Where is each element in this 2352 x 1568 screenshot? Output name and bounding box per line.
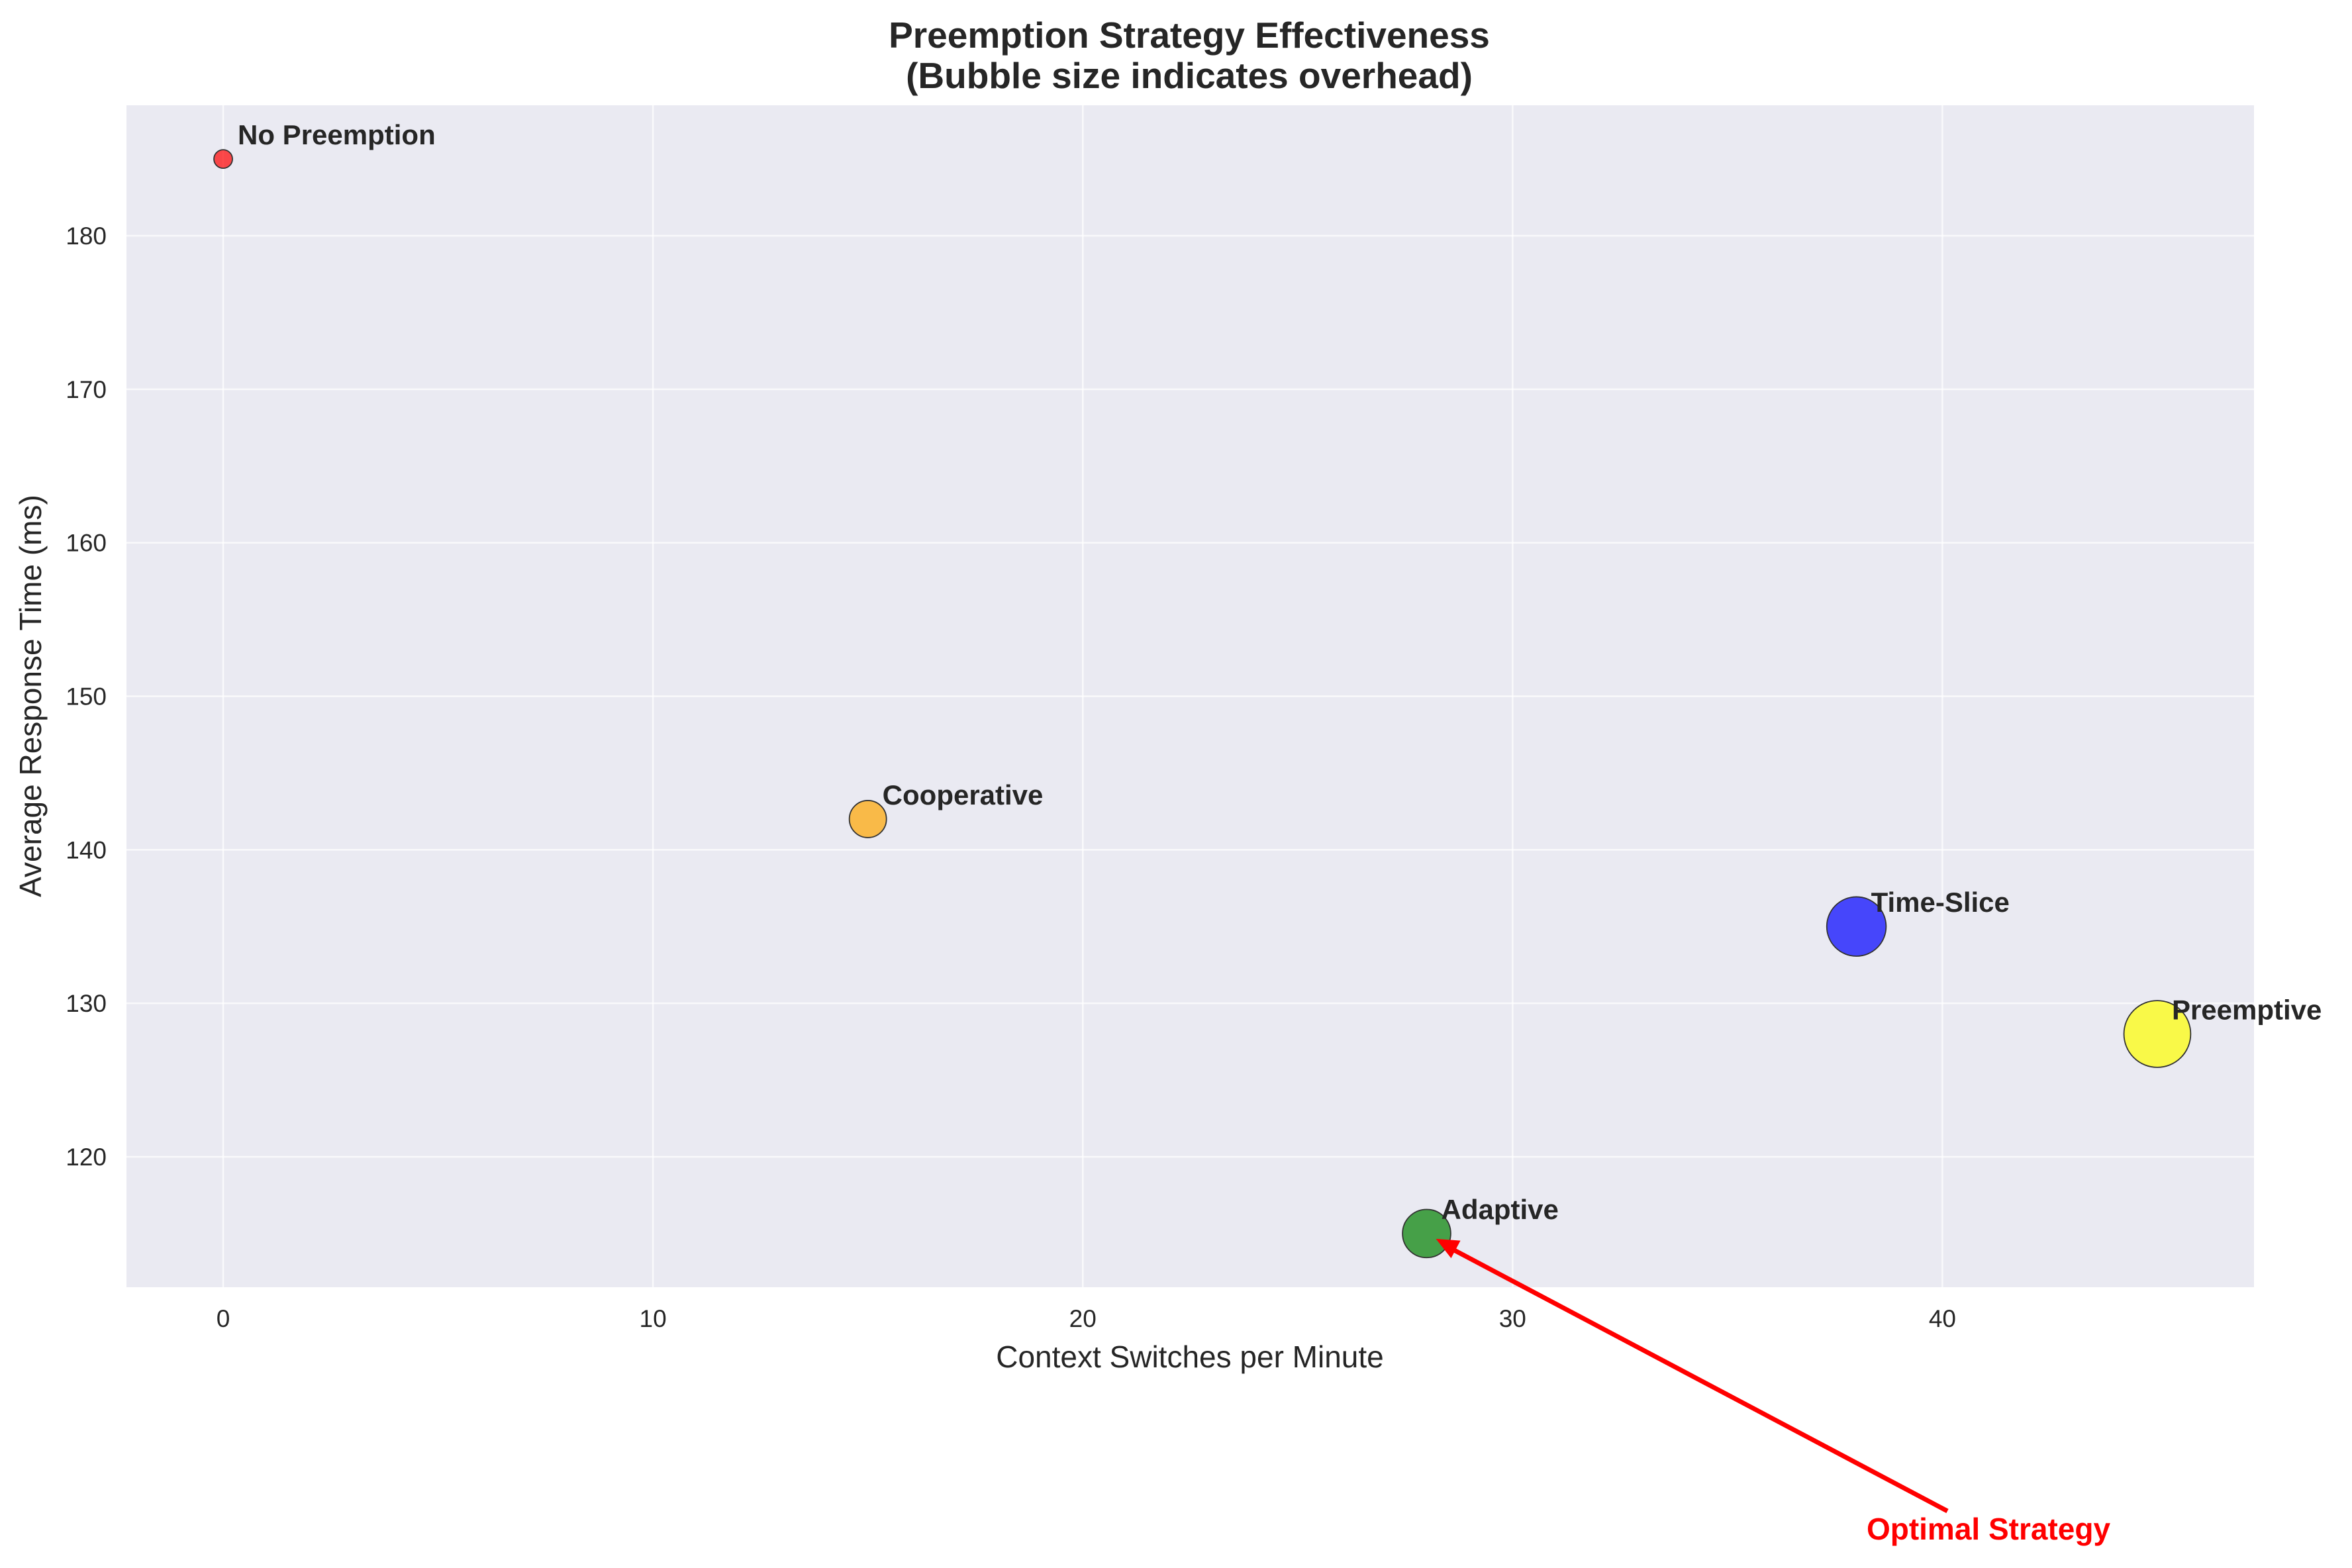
y-tick-label-3: 150 <box>66 683 107 710</box>
point-label-4: Adaptive <box>1442 1194 1559 1225</box>
y-tick-label-2: 140 <box>66 836 107 863</box>
annotation-arrow-line <box>1446 1244 1949 1514</box>
point-label-3: Preemptive <box>2172 995 2322 1026</box>
grid-lines <box>126 105 2254 1287</box>
tick-labels: 0 10 20 30 40 120 130 140 150 160 170 180 <box>66 222 1956 1332</box>
y-tick-label-1: 130 <box>66 990 107 1017</box>
x-tick-label-0: 0 <box>217 1305 230 1332</box>
point-labels: No Preemption Cooperative Time-Slice Preemp… <box>238 119 2322 1225</box>
data-point-1 <box>848 800 887 838</box>
data-point-3 <box>2123 1000 2192 1068</box>
x-tick-label-3: 30 <box>1499 1305 1526 1332</box>
x-tick-label-4: 40 <box>1929 1305 1956 1332</box>
y-tick-label-5: 170 <box>66 376 107 403</box>
point-label-0: No Preemption <box>238 119 436 150</box>
y-axis-label: Average Response Time (ms) <box>13 495 48 897</box>
y-tick-label-4: 160 <box>66 530 107 557</box>
chart-title-line2: (Bubble size indicates overhead) <box>906 55 1473 96</box>
y-tick-label-6: 180 <box>66 222 107 250</box>
x-tick-label-1: 10 <box>640 1305 667 1332</box>
y-tick-label-0: 120 <box>66 1144 107 1171</box>
annotation-text: Optimal Strategy <box>1867 1512 2111 1546</box>
point-label-2: Time-Slice <box>1871 887 2010 918</box>
x-tick-label-2: 20 <box>1069 1305 1097 1332</box>
data-point-4 <box>1402 1208 1451 1259</box>
x-axis-label: Context Switches per Minute <box>996 1340 1384 1374</box>
data-point-0 <box>213 149 233 170</box>
data-point-2 <box>1826 896 1887 957</box>
chart-title-line1: Preemption Strategy Effectiveness <box>889 15 1490 56</box>
annotation: Optimal Strategy <box>1436 1238 2111 1546</box>
data-points <box>213 149 2192 1259</box>
point-label-1: Cooperative <box>883 779 1044 810</box>
annotation-arrow-head <box>1436 1238 1461 1259</box>
